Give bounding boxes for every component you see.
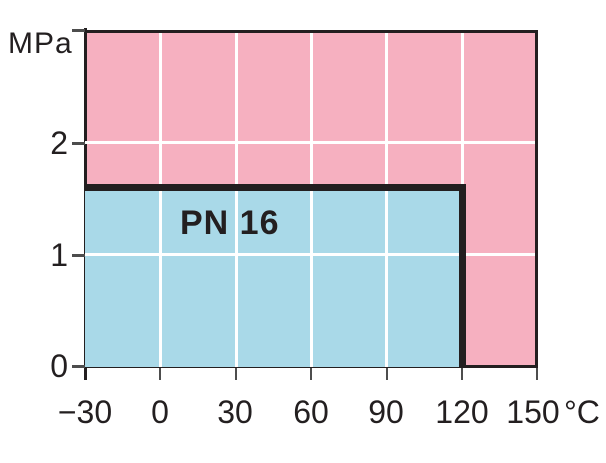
- x-tick-label-minus30: −30: [57, 394, 113, 430]
- plot-area: PN 16: [85, 30, 538, 367]
- gridline-v-90c: [385, 33, 388, 367]
- x-tick-30c: [235, 368, 237, 380]
- pn16-region-label: PN 16: [180, 204, 280, 242]
- pn16-region: [85, 184, 466, 367]
- x-tick-120c: [461, 368, 463, 380]
- pn16-boundary-line-horizontal: [85, 184, 466, 191]
- x-tick-150c: [536, 368, 538, 380]
- y-tick-label-0: 0: [50, 348, 68, 384]
- gridline-h-1mpa: [85, 253, 535, 256]
- x-tick-0c: [159, 368, 161, 380]
- y-tick-label-2: 2: [50, 125, 68, 161]
- x-axis-unit-label: °C: [564, 394, 600, 430]
- y-tick-0mpa: [72, 365, 85, 368]
- x-tick-label-90: 90: [368, 394, 404, 430]
- y-tick-1mpa: [72, 254, 85, 257]
- gridline-v-0c: [159, 33, 162, 367]
- gridline-v-30c: [235, 33, 238, 367]
- x-tick-label-30: 30: [217, 394, 253, 430]
- x-tick-60c: [310, 368, 312, 380]
- y-tick-3mpa: [72, 29, 85, 32]
- x-tick-label-120: 120: [435, 394, 489, 430]
- y-axis-unit-label: MPa: [8, 27, 73, 60]
- x-tick-label-60: 60: [293, 394, 329, 430]
- pn16-boundary-line-vertical: [459, 184, 466, 367]
- x-tick-label-0: 0: [151, 394, 169, 430]
- gridline-h-2mpa: [85, 141, 535, 144]
- x-tick-90c: [386, 368, 388, 380]
- gridline-v-60c: [310, 33, 313, 367]
- y-tick-label-1: 1: [50, 237, 68, 273]
- x-tick-label-150: 150: [506, 394, 560, 430]
- y-tick-2mpa: [72, 142, 85, 145]
